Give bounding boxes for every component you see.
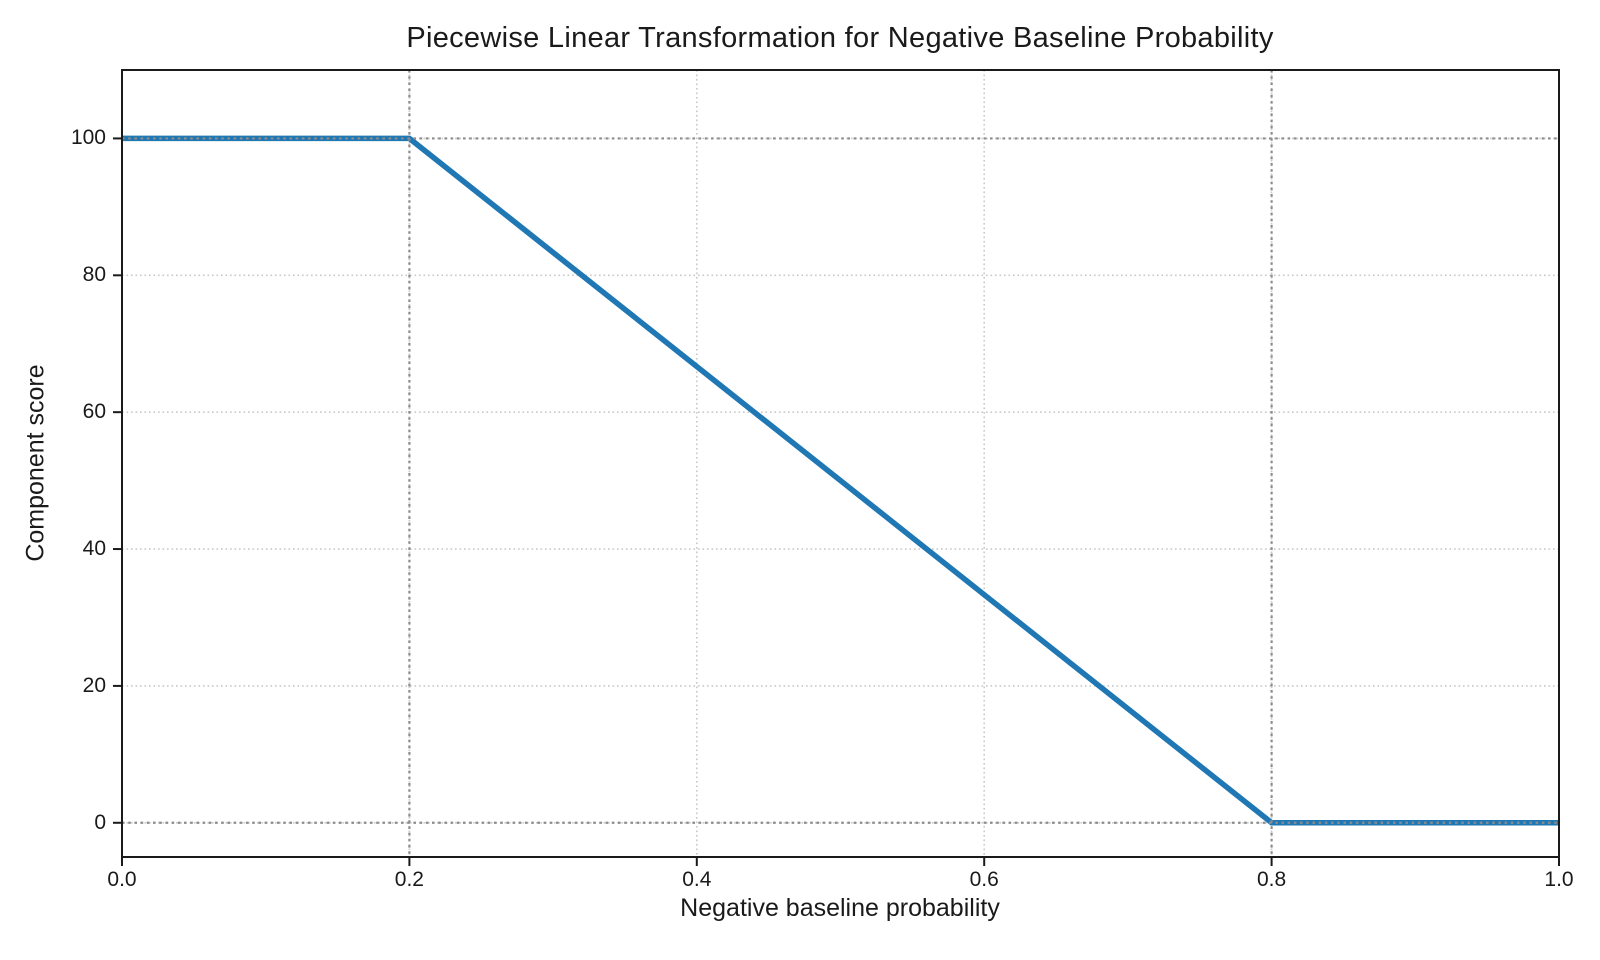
y-tick-label-60: 60 [82,400,106,424]
series-line-component-score-transform [122,135,1559,826]
y-tick-label-80: 80 [82,263,106,287]
x-tick-label-1.0: 1.0 [1544,868,1574,891]
chart-title: Piecewise Linear Transformation for Nega… [406,22,1274,54]
x-tick-label-0.4: 0.4 [682,868,712,891]
x-tick-label-0.8: 0.8 [1256,868,1287,891]
x-tick-label-0.0: 0.0 [107,868,137,891]
y-axis-label: Component score [21,364,50,562]
x-tick-label-0.6: 0.6 [969,868,999,891]
y-tick-label-40: 40 [82,537,106,561]
x-axis-label: Negative baseline probability [680,894,1000,922]
y-tick-label-20: 20 [82,673,106,697]
y-tick-label-100: 100 [70,126,106,150]
x-tick-label-0.2: 0.2 [394,868,424,891]
axes-spines [121,69,1560,858]
y-tick-label-0: 0 [94,810,106,834]
